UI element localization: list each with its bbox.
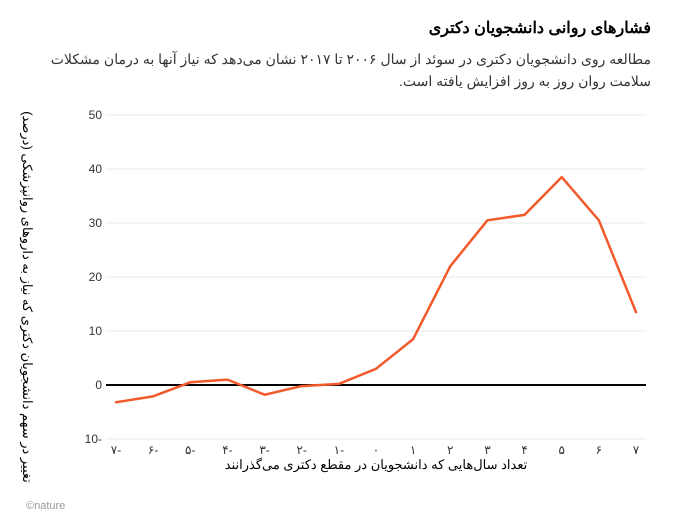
x-tick-label: ۷ (633, 443, 639, 457)
x-tick-label: ۱ (410, 443, 416, 457)
plot-area (106, 107, 646, 447)
y-tick-labels: 10- 0 10 20 30 40 50 (76, 107, 102, 447)
chart-container: فشارهای روانی دانشجویان دکتری مطالعه روی… (0, 0, 677, 518)
source-credit: ©nature (26, 500, 65, 512)
y-axis-label: تغییر در سهم دانشجویان دکتری که نیاز به … (18, 111, 36, 483)
x-tick-label: ۲ (447, 443, 453, 457)
x-tick-label: ۳ (484, 443, 490, 457)
y-tick-label: 30 (76, 216, 102, 230)
y-tick-label: 40 (76, 162, 102, 176)
x-tick-label: ۰ (373, 443, 379, 457)
x-axis-label: تعداد سال‌هایی که دانشجویان در مقطع دکتر… (106, 457, 646, 473)
line-chart-svg (106, 107, 646, 447)
y-tick-label: 50 (76, 108, 102, 122)
y-tick-label: 10- (76, 432, 102, 446)
x-tick-label: ۶ (596, 443, 602, 457)
y-tick-label: 0 (76, 378, 102, 392)
x-tick-label: ۱- (334, 443, 344, 457)
x-tick-label: ۶- (148, 443, 158, 457)
x-tick-label: ۵ (558, 443, 564, 457)
chart-subtitle: مطالعه روی دانشجویان دکتری در سوئد از سا… (26, 48, 651, 93)
y-tick-label: 10 (76, 324, 102, 338)
data-line (116, 177, 636, 402)
x-tick-label: ۴ (521, 443, 527, 457)
x-tick-label: ۵- (185, 443, 195, 457)
plot-wrap: تغییر در سهم دانشجویان دکتری که نیاز به … (26, 107, 651, 487)
x-tick-label: ۲- (296, 443, 306, 457)
y-tick-label: 20 (76, 270, 102, 284)
x-tick-label: ۴- (222, 443, 232, 457)
chart-title: فشارهای روانی دانشجویان دکتری (26, 18, 651, 38)
x-tick-label: ۷- (111, 443, 121, 457)
x-tick-label: ۳- (259, 443, 269, 457)
